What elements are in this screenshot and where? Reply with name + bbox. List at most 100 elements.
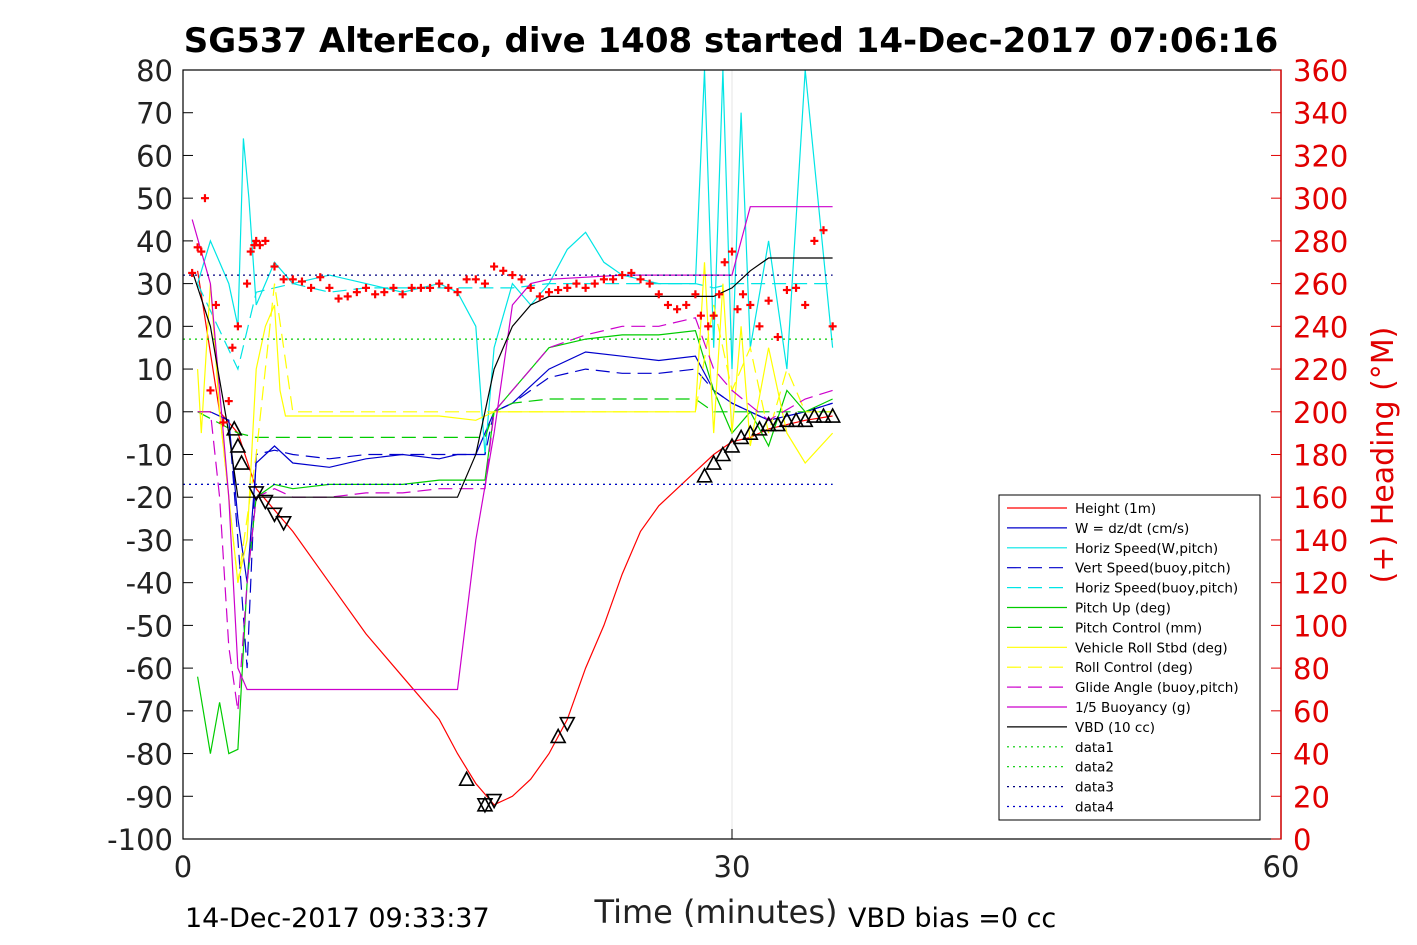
y-right-tick-label: 0 bbox=[1293, 823, 1311, 857]
y-left-tick-label: 10 bbox=[136, 353, 173, 387]
y-right-tick-label: 120 bbox=[1293, 567, 1348, 601]
heading-point bbox=[352, 288, 361, 297]
legend-label-w-dz-dt-cm-s: W = dz/dt (cm/s) bbox=[1075, 521, 1189, 537]
legend-label-pitch-control-mm: Pitch Control (mm) bbox=[1075, 620, 1202, 636]
y-left-tick-label: 20 bbox=[136, 310, 173, 344]
heading-point bbox=[715, 290, 724, 299]
heading-point bbox=[819, 226, 828, 235]
legend-label-vert-speed-buoy-pitch: Vert Speed(buoy,pitch) bbox=[1075, 561, 1231, 577]
series-line-roll-control-deg bbox=[197, 283, 833, 583]
heading-point bbox=[563, 283, 572, 292]
heading-point bbox=[733, 305, 742, 314]
triangle-down-marker bbox=[476, 798, 494, 814]
heading-point bbox=[297, 277, 306, 286]
y-left-tick-label: -10 bbox=[126, 439, 173, 473]
heading-point bbox=[255, 241, 264, 250]
legend-label-pitch-up-deg: Pitch Up (deg) bbox=[1075, 601, 1171, 617]
legend-label-horiz-speed-buoy-pitch: Horiz Speed(buoy,pitch) bbox=[1075, 581, 1238, 597]
heading-point bbox=[444, 283, 453, 292]
y-right-tick-label: 360 bbox=[1293, 54, 1348, 88]
y-right-tick-label: 100 bbox=[1293, 609, 1348, 643]
heading-point bbox=[371, 290, 380, 299]
heading-point bbox=[645, 279, 654, 288]
heading-point bbox=[389, 283, 398, 292]
y-axis-left: 80 70 60 50 40 30 20 10 0 -10 -20 -30 -40 -50 -60 -70 -8… bbox=[107, 54, 193, 857]
legend-label-glide-angle-buoy-pitch: Glide Angle (buoy,pitch) bbox=[1075, 680, 1239, 696]
heading-point bbox=[526, 283, 535, 292]
series-line-horiz-speed-buoy-pitch bbox=[197, 282, 833, 371]
footer-left-text: 14-Dec-2017 09:33:37 bbox=[185, 903, 490, 934]
x-axis-label: Time (minutes) bbox=[594, 893, 838, 931]
legend-box bbox=[998, 494, 1261, 821]
series-line-vbd-10-cc bbox=[191, 257, 833, 498]
heading-point bbox=[490, 262, 499, 271]
triangle-up-marker bbox=[824, 407, 841, 423]
legend-label-vehicle-roll-stbd-deg: Vehicle Roll Stbd (deg) bbox=[1075, 640, 1228, 656]
y-right-tick-label: 40 bbox=[1293, 738, 1330, 772]
heading-point bbox=[499, 266, 508, 275]
y-left-tick-label: -70 bbox=[126, 695, 173, 729]
heading-point bbox=[636, 275, 645, 284]
triangle-down-marker bbox=[266, 507, 283, 523]
heading-point bbox=[755, 322, 764, 331]
triangle-down-marker bbox=[485, 793, 503, 810]
y-right-tick-label: 340 bbox=[1293, 97, 1348, 131]
triangle-up-marker bbox=[229, 437, 247, 453]
triangle-up-marker bbox=[225, 420, 243, 436]
heading-point bbox=[673, 305, 682, 314]
y-left-tick-label: 0 bbox=[155, 396, 173, 430]
legend-label-data2: data2 bbox=[1075, 760, 1114, 776]
y-right-tick-label: 220 bbox=[1293, 353, 1348, 387]
heading-point bbox=[307, 283, 316, 292]
x-axis: 0 30 60 bbox=[174, 829, 1299, 884]
triangle-down-marker bbox=[247, 486, 265, 502]
heading-point bbox=[545, 288, 553, 297]
y-right-tick-label: 140 bbox=[1293, 524, 1348, 558]
triangle-down-marker bbox=[275, 516, 292, 532]
heading-point bbox=[764, 296, 773, 305]
legend-label-data1: data1 bbox=[1075, 740, 1114, 756]
footer-right-text: VBD bias =0 cc bbox=[848, 903, 1056, 934]
heading-point bbox=[663, 300, 672, 309]
y-right-tick-label: 60 bbox=[1293, 695, 1330, 729]
heading-point bbox=[188, 268, 197, 277]
heading-point bbox=[728, 247, 736, 256]
heading-point bbox=[828, 322, 837, 331]
heading-point bbox=[200, 194, 209, 203]
heading-point bbox=[704, 322, 713, 331]
y-left-tick-label: -100 bbox=[107, 823, 173, 857]
heading-point bbox=[426, 283, 435, 292]
series-line-1-5-buoyancy-g bbox=[191, 206, 833, 691]
heading-point bbox=[435, 279, 444, 288]
heading-point bbox=[746, 300, 755, 309]
y-right-tick-label: 320 bbox=[1293, 139, 1348, 173]
triangle-up-marker bbox=[696, 467, 713, 483]
heading-point bbox=[581, 283, 590, 292]
heading-point bbox=[252, 236, 261, 245]
x-tick-label: 30 bbox=[714, 850, 751, 884]
triangle-up-marker bbox=[778, 411, 796, 428]
triangle-up-marker bbox=[233, 454, 250, 470]
y-left-tick-label: 40 bbox=[136, 225, 173, 259]
y-left-tick-label: -30 bbox=[126, 524, 173, 558]
heading-point bbox=[316, 273, 325, 282]
triangle-up-marker bbox=[458, 770, 475, 786]
heading-point bbox=[480, 279, 489, 288]
heading-point bbox=[654, 290, 663, 299]
heading-point bbox=[453, 288, 462, 297]
triangle-up-marker bbox=[787, 411, 805, 428]
heading-point bbox=[270, 262, 279, 271]
y-left-tick-label: -80 bbox=[126, 738, 173, 772]
y-left-tick-label: -90 bbox=[126, 780, 173, 814]
legend-label-vbd-10-cc: VBD (10 cc) bbox=[1075, 720, 1155, 736]
legend-label-roll-control-deg: Roll Control (deg) bbox=[1075, 660, 1193, 676]
heading-point bbox=[773, 333, 782, 342]
x-tick-label: 0 bbox=[174, 850, 192, 884]
heading-point bbox=[288, 275, 297, 284]
heading-point bbox=[362, 283, 370, 292]
y-left-tick-label: -20 bbox=[126, 481, 173, 515]
series-line-vehicle-roll-stbd-deg bbox=[197, 262, 834, 583]
heading-point bbox=[380, 288, 389, 297]
heading-point bbox=[709, 311, 718, 320]
legend-label-data3: data3 bbox=[1075, 780, 1114, 796]
